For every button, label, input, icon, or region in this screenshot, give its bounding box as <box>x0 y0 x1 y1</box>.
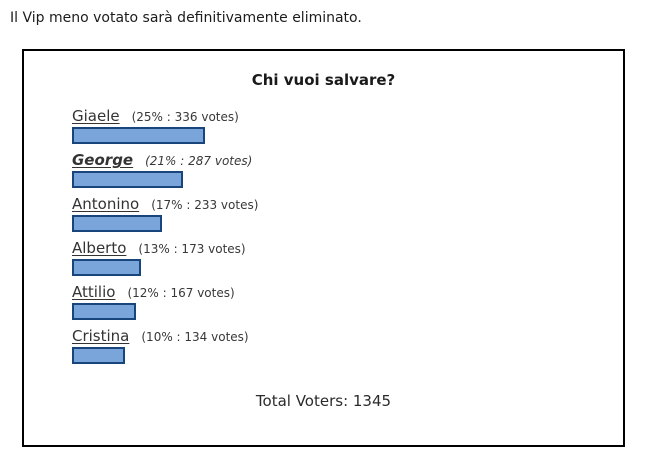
option-bar <box>72 303 136 320</box>
option-votes-label: (12% : 167 votes) <box>127 286 235 300</box>
poll-option: Attilio (12% : 167 votes) <box>72 284 623 320</box>
option-name-link[interactable]: Antonino <box>72 195 140 213</box>
option-name-link[interactable]: Alberto <box>72 239 127 257</box>
option-label-line: Attilio (12% : 167 votes) <box>72 284 623 301</box>
poll-options: Giaele (25% : 336 votes) George (21% : 287… <box>72 108 623 364</box>
option-bar <box>72 347 125 364</box>
option-votes-label: (10% : 134 votes) <box>141 330 249 344</box>
option-votes-label: (17% : 233 votes) <box>151 198 259 212</box>
option-name-link[interactable]: Attilio <box>72 283 116 301</box>
poll-title: Chi vuoi salvare? <box>251 71 396 89</box>
option-bar <box>72 171 183 188</box>
option-votes-label: (21% : 287 votes) <box>145 154 253 168</box>
option-votes-label: (13% : 173 votes) <box>138 242 246 256</box>
option-name-link[interactable]: Cristina <box>72 327 130 345</box>
option-bar <box>72 259 141 276</box>
poll-option: George (21% : 287 votes) <box>72 152 623 188</box>
option-label-line: Alberto (13% : 173 votes) <box>72 240 623 257</box>
option-votes-label: (25% : 336 votes) <box>131 110 239 124</box>
option-label-line: Giaele (25% : 336 votes) <box>72 108 623 125</box>
total-voters-label: Total Voters: 1345 <box>255 392 392 410</box>
option-name-link[interactable]: George <box>72 151 134 169</box>
option-bar <box>72 215 162 232</box>
poll-option: Alberto (13% : 173 votes) <box>72 240 623 276</box>
poll-option: Cristina (10% : 134 votes) <box>72 328 623 364</box>
option-bar <box>72 127 205 144</box>
option-label-line: Cristina (10% : 134 votes) <box>72 328 623 345</box>
poll-option: Antonino (17% : 233 votes) <box>72 196 623 232</box>
option-label-line: Antonino (17% : 233 votes) <box>72 196 623 213</box>
option-name-link[interactable]: Giaele <box>72 107 120 125</box>
option-label-line: George (21% : 287 votes) <box>72 152 623 169</box>
poll-option: Giaele (25% : 336 votes) <box>72 108 623 144</box>
page-header-text: Il Vip meno votato sarà definitivamente … <box>10 10 362 26</box>
poll-box: Chi vuoi salvare? Giaele (25% : 336 votes… <box>22 49 625 447</box>
